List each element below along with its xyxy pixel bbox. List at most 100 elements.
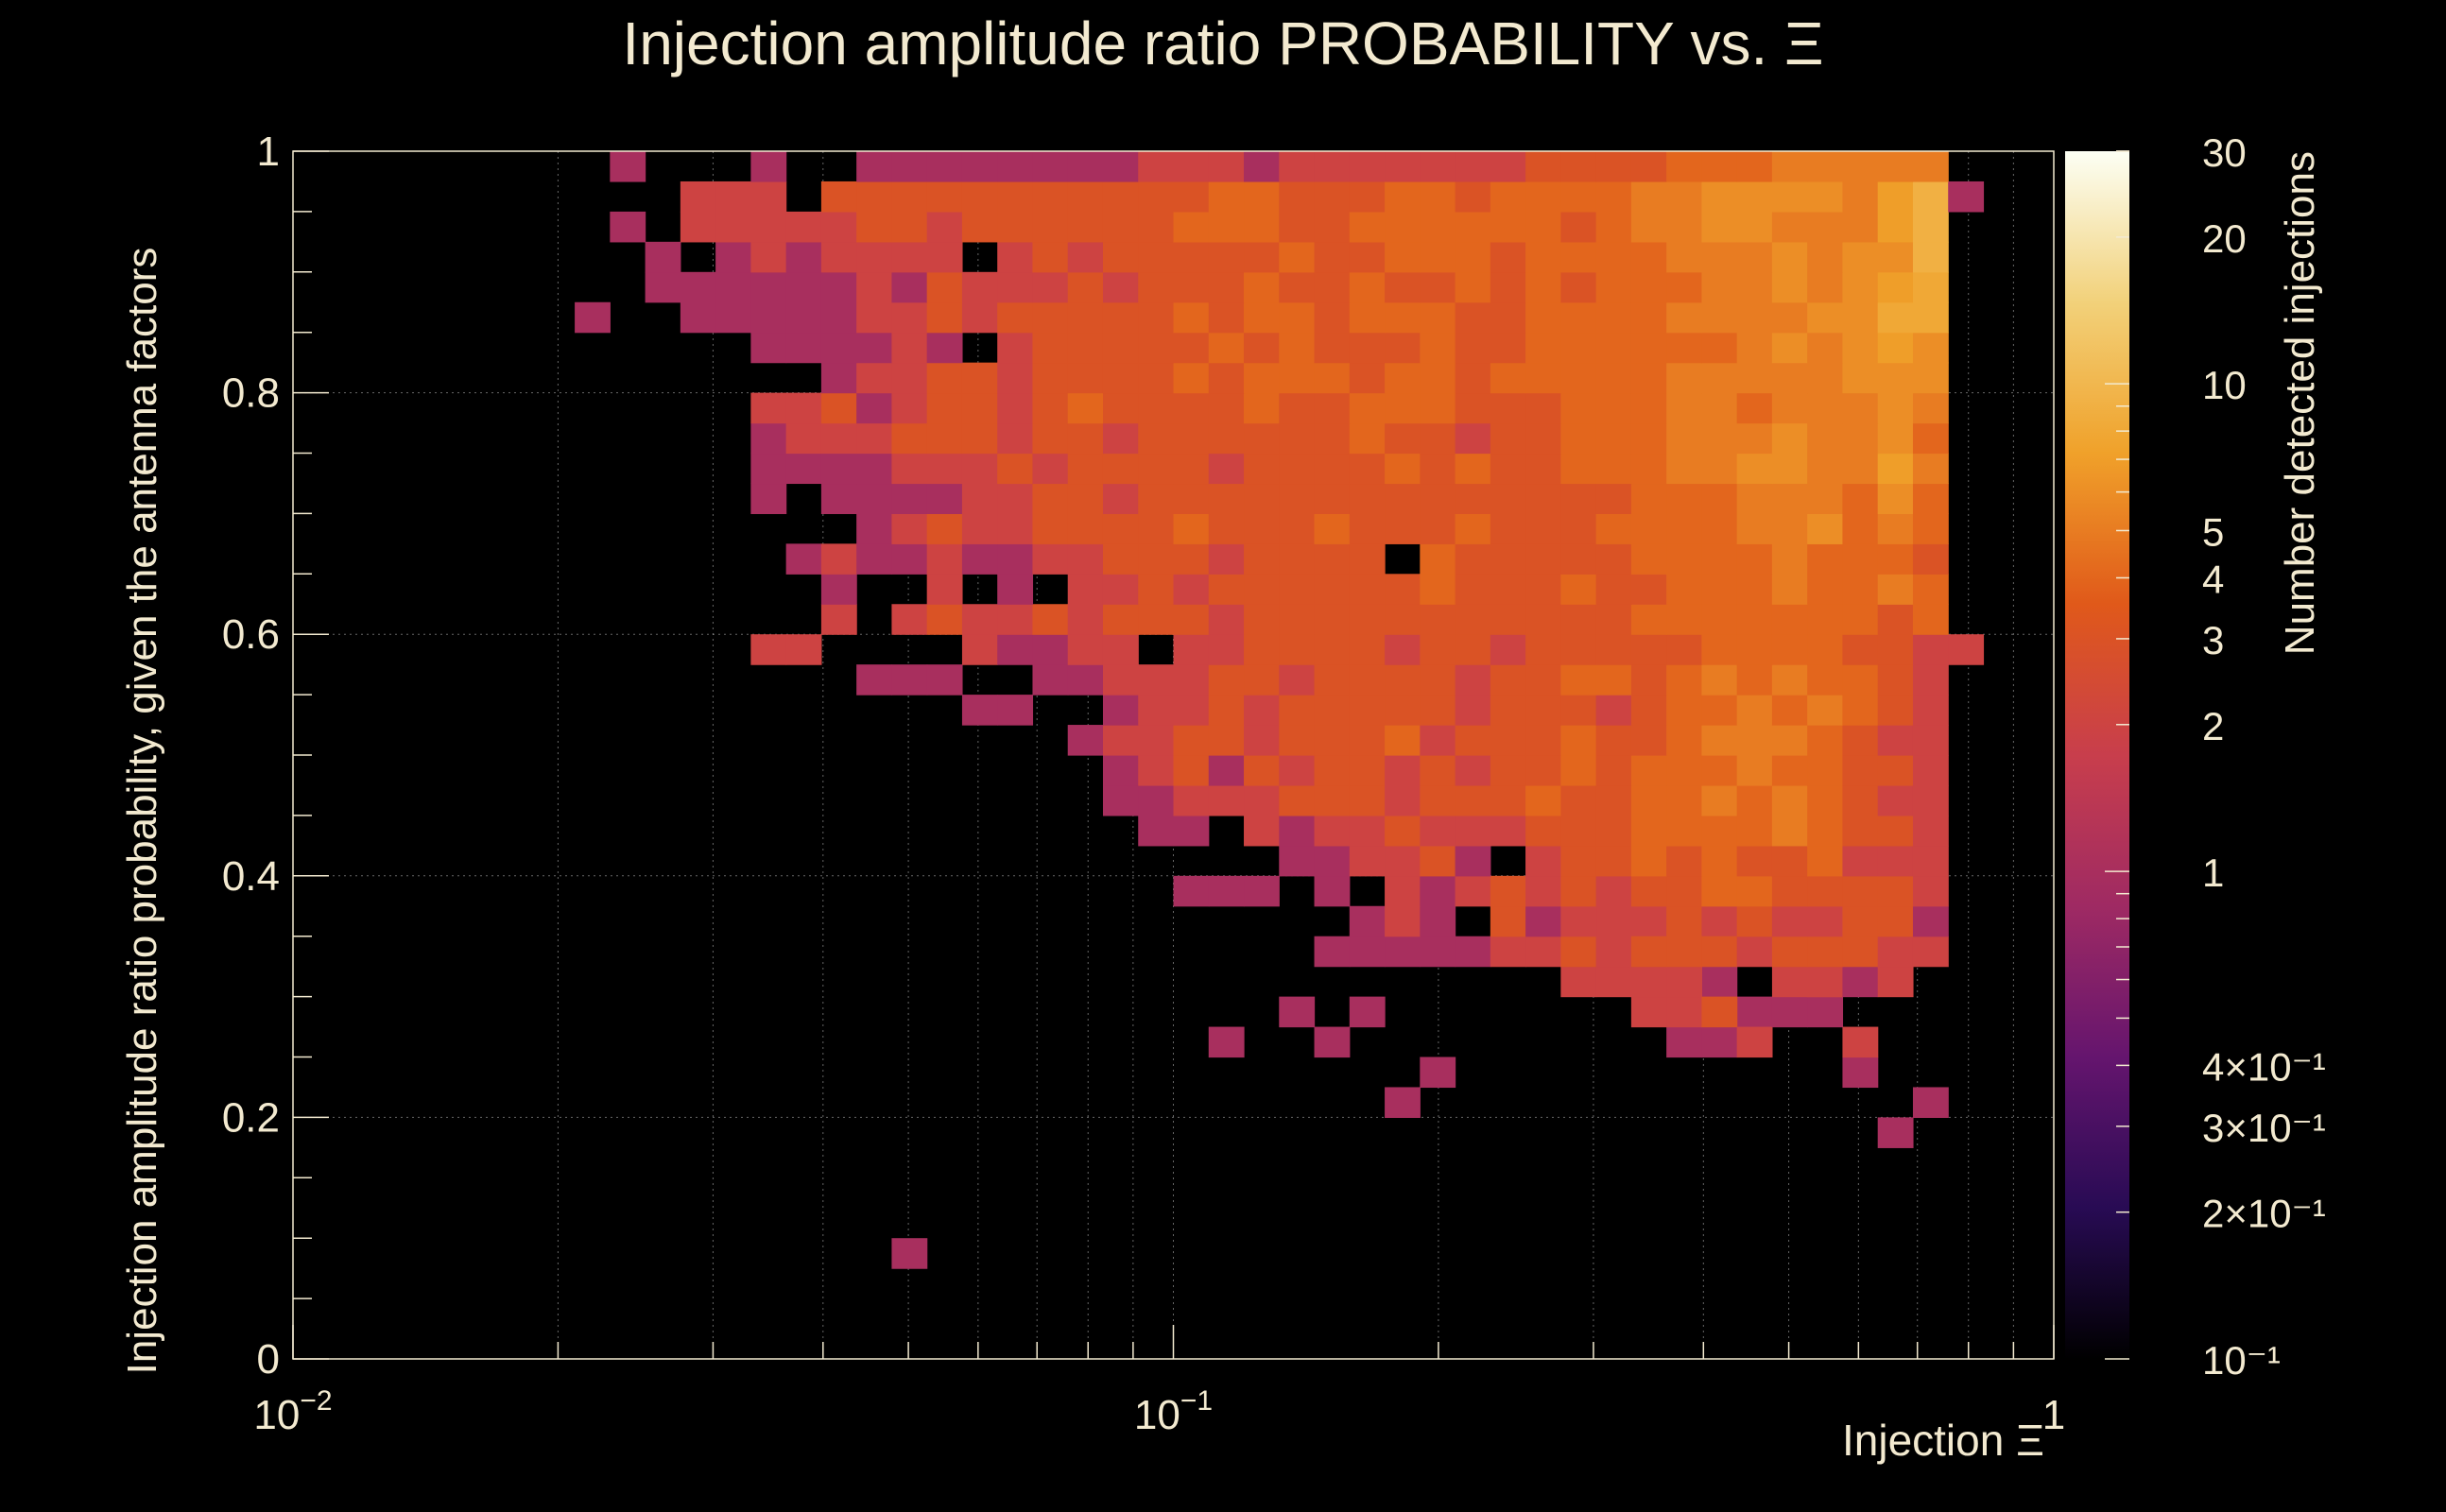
heatmap-cell <box>1912 634 1949 665</box>
heatmap-cell <box>1595 574 1632 605</box>
heatmap-cell <box>1842 483 1879 514</box>
heatmap-cell <box>997 634 1034 665</box>
heatmap-cell <box>1420 604 1456 635</box>
heatmap-cell <box>1349 815 1386 847</box>
heatmap-cell <box>1666 543 1702 575</box>
heatmap-cell <box>1420 574 1456 605</box>
heatmap-cell <box>891 362 928 394</box>
heatmap-cell <box>1560 574 1597 605</box>
heatmap-cell <box>1912 604 1949 635</box>
heatmap-cell <box>1138 513 1175 544</box>
heatmap-cell <box>856 664 893 696</box>
heatmap-cell <box>1138 180 1175 213</box>
heatmap-cell <box>891 422 928 455</box>
heatmap-cell <box>856 241 893 273</box>
heatmap-cell <box>961 513 998 544</box>
heatmap-cell <box>1736 664 1773 696</box>
heatmap-cell <box>856 543 893 575</box>
heatmap-cell <box>1067 422 1104 455</box>
heatmap-cell <box>1279 483 1316 514</box>
heatmap-cell <box>1244 755 1280 786</box>
heatmap-cell <box>1244 271 1280 303</box>
heatmap-cell <box>1630 634 1667 665</box>
chart-title: Injection amplitude ratio PROBABILITY vs… <box>622 9 1823 77</box>
heatmap-cell <box>1912 513 1949 544</box>
heatmap-cell <box>1173 664 1210 696</box>
heatmap-cell <box>856 151 893 182</box>
heatmap-cell <box>1455 845 1491 877</box>
heatmap-cell <box>1736 1026 1773 1058</box>
heatmap-cell <box>926 453 963 485</box>
heatmap-cell <box>1771 241 1808 273</box>
heatmap-cell <box>1560 966 1597 998</box>
heatmap-cell <box>1807 634 1844 665</box>
heatmap-cell <box>1842 815 1879 847</box>
heatmap-cell <box>1244 664 1280 696</box>
heatmap-cell <box>1102 362 1139 394</box>
heatmap-cell <box>997 271 1034 303</box>
heatmap-cell <box>1314 392 1351 424</box>
heatmap-cell <box>1314 755 1351 786</box>
colorbar-tick-label: 3 <box>2202 618 2224 662</box>
heatmap-cell <box>785 422 822 455</box>
heatmap-cell <box>1842 755 1879 786</box>
heatmap-cell <box>1525 483 1561 514</box>
heatmap-cell <box>1701 664 1738 696</box>
heatmap-cell <box>1877 151 1914 182</box>
heatmap-cell <box>1349 936 1386 968</box>
heatmap-cell <box>1208 211 1245 243</box>
heatmap-cell <box>891 453 928 485</box>
heatmap-cell <box>1771 513 1808 544</box>
heatmap-cell <box>1385 422 1421 455</box>
heatmap-cell <box>1630 241 1667 273</box>
heatmap-cell <box>1701 695 1738 726</box>
heatmap-cell <box>1736 513 1773 544</box>
heatmap-cell <box>1102 422 1139 455</box>
heatmap-cell <box>1701 422 1738 455</box>
heatmap-cell <box>1244 332 1280 364</box>
heatmap-cell <box>856 453 893 485</box>
heatmap-cell <box>680 180 716 213</box>
heatmap-cell <box>1385 936 1421 968</box>
heatmap-cell <box>1490 301 1526 334</box>
heatmap-cell <box>575 301 611 334</box>
heatmap-cell <box>1314 422 1351 455</box>
heatmap-cell <box>891 392 928 424</box>
heatmap-cell <box>1173 725 1210 756</box>
y-tick-label: 0.8 <box>222 370 280 417</box>
heatmap-cell <box>1630 755 1667 786</box>
heatmap-cell <box>1420 875 1456 907</box>
heatmap-cell <box>1420 905 1456 937</box>
heatmap-cell <box>997 392 1034 424</box>
heatmap-cell <box>1842 271 1879 303</box>
heatmap-cell <box>750 483 787 514</box>
heatmap-cell <box>1420 180 1456 213</box>
heatmap-cell <box>1771 543 1808 575</box>
heatmap-cell <box>1666 1026 1702 1058</box>
heatmap-cell <box>1736 815 1773 847</box>
heatmap-cell <box>1420 845 1456 877</box>
heatmap-cell <box>1666 936 1702 968</box>
heatmap-cell <box>1877 392 1914 424</box>
heatmap-cell <box>1807 604 1844 635</box>
heatmap-cell <box>1877 634 1914 665</box>
heatmap-cell <box>1455 784 1491 816</box>
heatmap-cell <box>891 604 928 635</box>
heatmap-cell <box>1314 211 1351 243</box>
heatmap-cell <box>820 453 857 485</box>
heatmap-cell <box>1208 151 1245 182</box>
heatmap-cell <box>1595 604 1632 635</box>
heatmap-cell <box>1525 604 1561 635</box>
heatmap-cell <box>1666 574 1702 605</box>
heatmap-cell <box>1385 180 1421 213</box>
heatmap-cell <box>926 211 963 243</box>
heatmap-cell <box>1771 905 1808 937</box>
colorbar-tick-label: 1 <box>2202 850 2224 895</box>
heatmap-cell <box>750 241 787 273</box>
heatmap-cell <box>1102 604 1139 635</box>
heatmap-cell <box>1032 241 1069 273</box>
heatmap-cell <box>1771 784 1808 816</box>
heatmap-cell <box>1208 422 1245 455</box>
heatmap-cell <box>1385 271 1421 303</box>
heatmap-cell <box>1455 936 1491 968</box>
